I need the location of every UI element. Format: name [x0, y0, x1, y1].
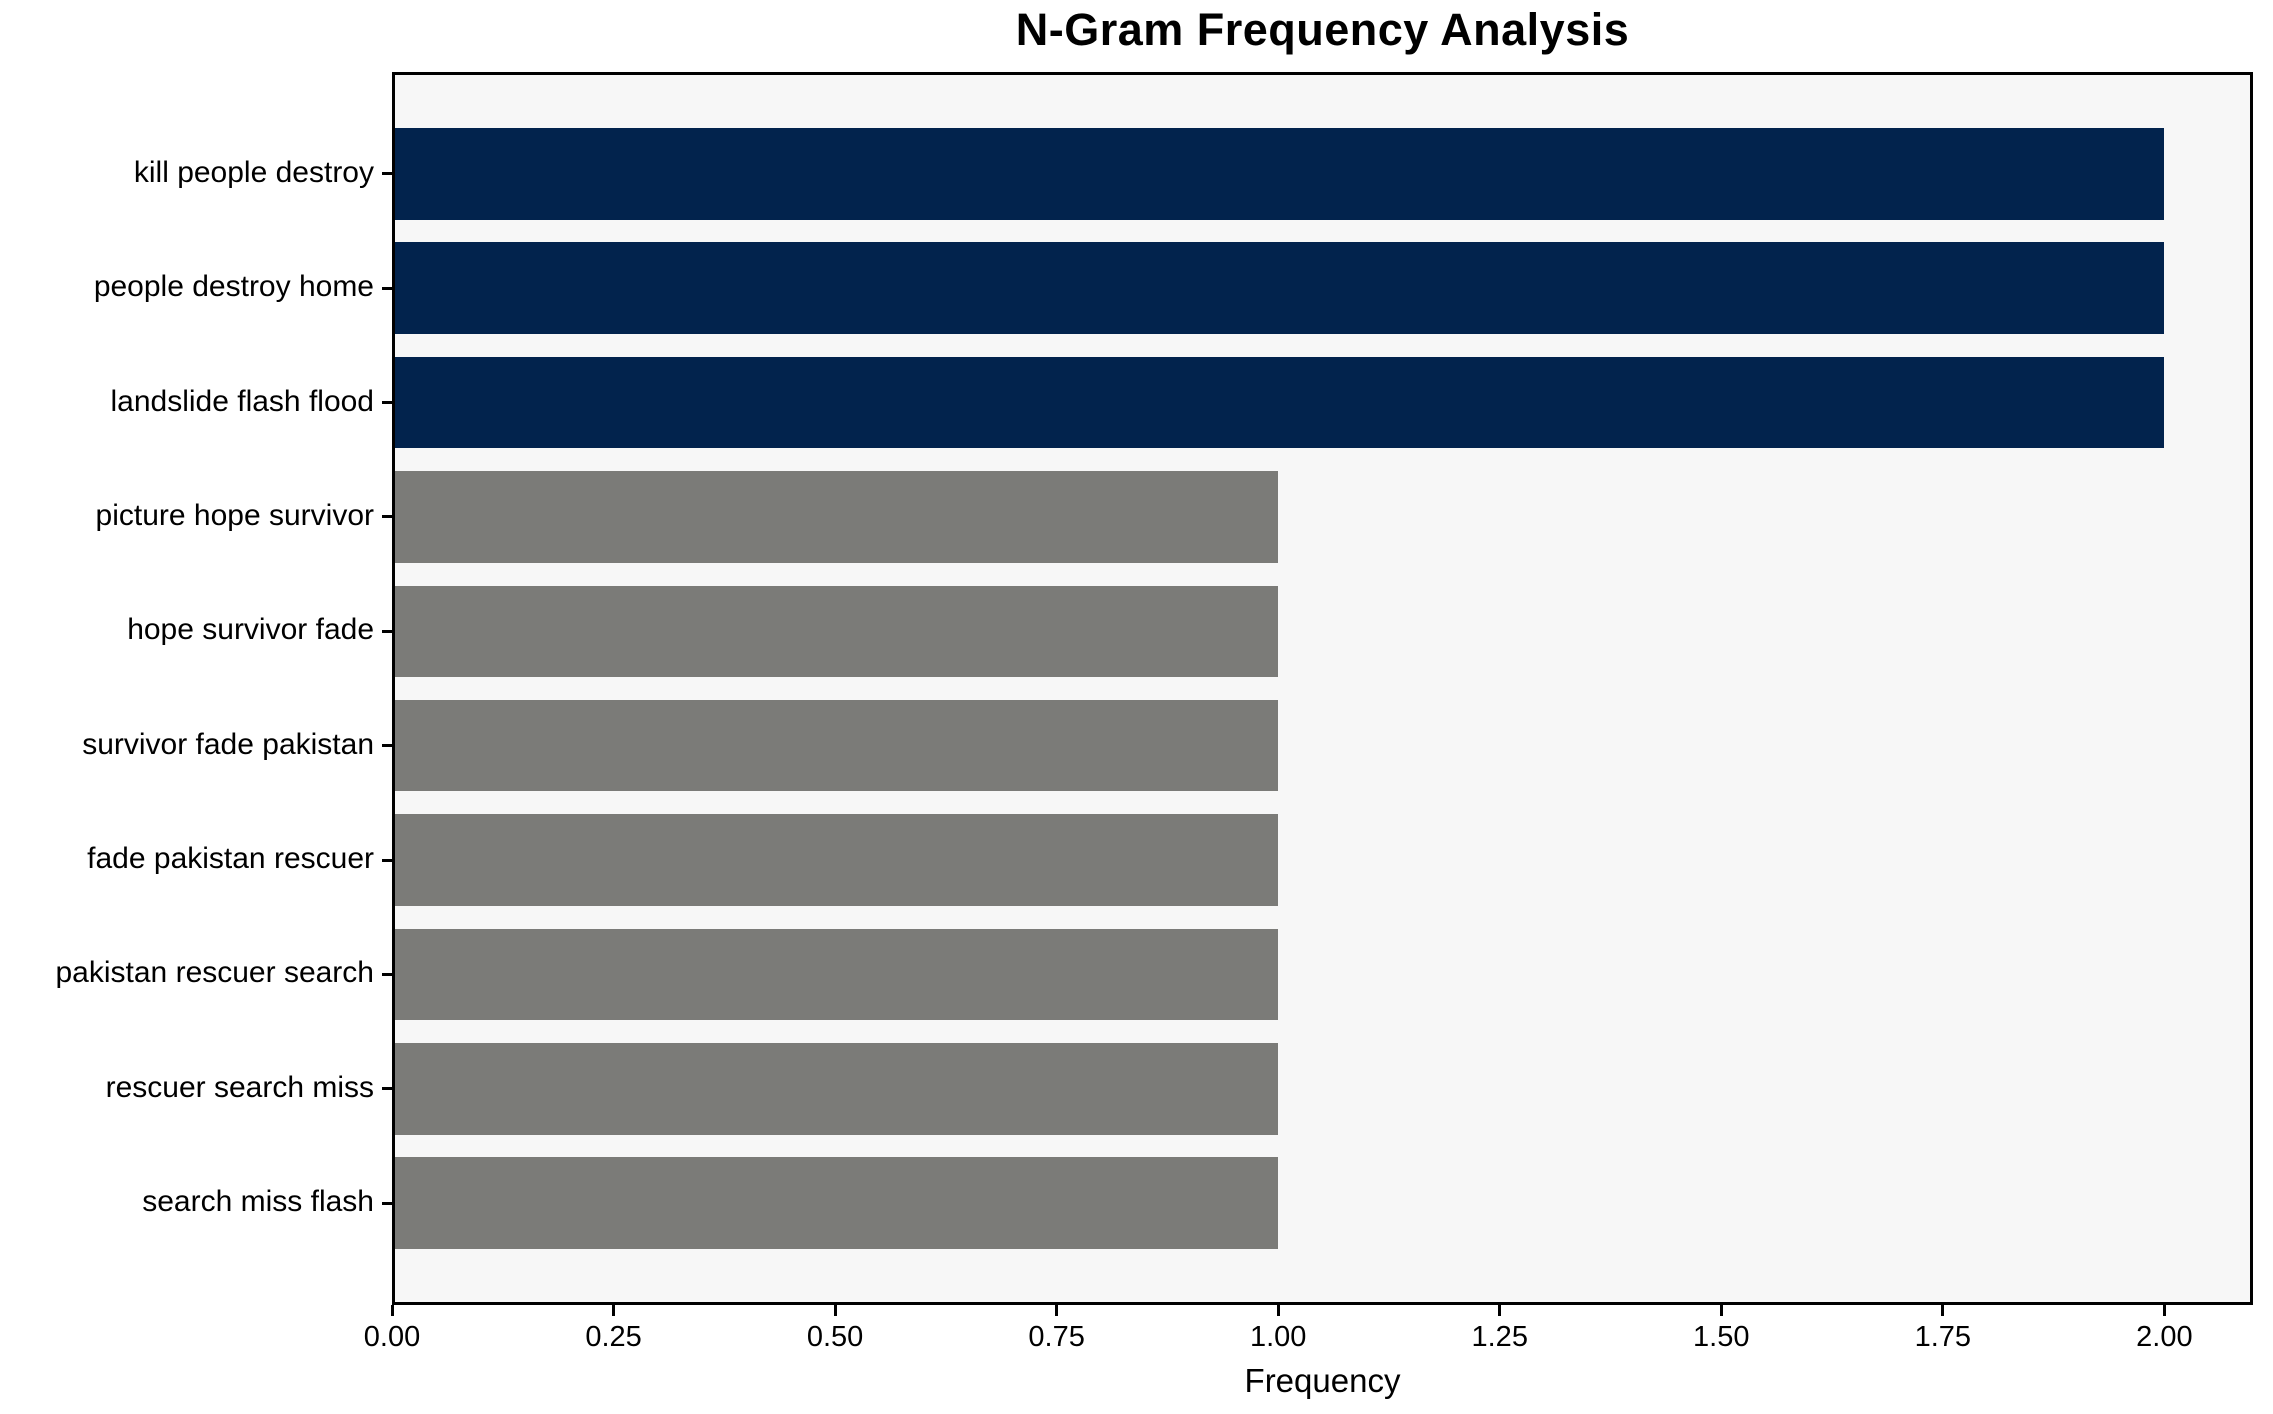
y-tick-label: landslide flash flood: [110, 384, 374, 418]
y-tick-label: fade pakistan rescuer: [87, 842, 374, 876]
y-tick-mark: [382, 1087, 392, 1091]
x-tick-label: 1.00: [1249, 1321, 1307, 1353]
bar-kill-people-destroy: [395, 128, 2165, 220]
bar-landslide-flash-flood: [395, 356, 2165, 449]
y-tick-label: hope survivor fade: [127, 613, 374, 647]
x-tick-label: 1.50: [1693, 1321, 1750, 1353]
bar-people-destroy-home: [395, 242, 2165, 334]
y-tick-mark: [382, 629, 392, 633]
y-tick-mark: [382, 286, 392, 290]
bar-fade-pakistan-rescuer: [395, 814, 1279, 906]
x-tick-label: 0.50: [806, 1321, 864, 1353]
y-tick-label: people destroy home: [93, 270, 374, 304]
y-tick-mark: [382, 858, 392, 862]
x-tick-label: 0.00: [363, 1321, 421, 1353]
x-tick-label: 0.25: [585, 1321, 642, 1353]
y-tick-mark: [382, 515, 392, 519]
x-tick-mark: [2162, 1305, 2166, 1316]
bar-pakistan-rescuer-search: [395, 928, 1279, 1021]
y-tick-label: picture hope survivor: [95, 498, 374, 532]
plot-area: [392, 72, 2253, 1305]
y-tick-mark: [382, 172, 392, 176]
y-tick-label: rescuer search miss: [105, 1070, 374, 1104]
x-axis-title: Frequency: [1244, 1362, 1401, 1399]
y-tick-mark: [382, 401, 392, 405]
x-tick-mark: [612, 1305, 616, 1316]
bar-rescuer-search-miss: [395, 1043, 1279, 1135]
x-tick-mark: [1055, 1305, 1059, 1316]
y-tick-mark: [382, 744, 392, 748]
x-tick-label: 1.75: [1914, 1321, 1972, 1353]
y-tick-mark: [382, 1201, 392, 1205]
y-tick-label: kill people destroy: [133, 155, 374, 189]
x-tick-mark: [1276, 1305, 1280, 1316]
x-tick-label: 0.75: [1028, 1321, 1085, 1353]
x-tick-mark: [833, 1305, 837, 1316]
x-tick-label: 1.25: [1471, 1321, 1528, 1353]
bar-search-miss-flash: [395, 1157, 1279, 1249]
x-tick-mark: [1719, 1305, 1723, 1316]
x-tick-mark: [1498, 1305, 1502, 1316]
x-tick-label: 2.00: [2136, 1321, 2193, 1353]
bar-picture-hope-survivor: [395, 471, 1279, 563]
x-tick-mark: [390, 1305, 394, 1316]
y-tick-label: pakistan rescuer search: [55, 956, 375, 990]
y-tick-label: search miss flash: [142, 1185, 374, 1219]
chart-title: N-Gram Frequency Analysis: [1015, 4, 1630, 55]
x-tick-mark: [1941, 1305, 1945, 1316]
y-tick-label: survivor fade pakistan: [82, 727, 374, 761]
bar-survivor-fade-pakistan: [395, 699, 1279, 792]
y-tick-mark: [382, 972, 392, 976]
bar-hope-survivor-fade: [395, 585, 1279, 678]
